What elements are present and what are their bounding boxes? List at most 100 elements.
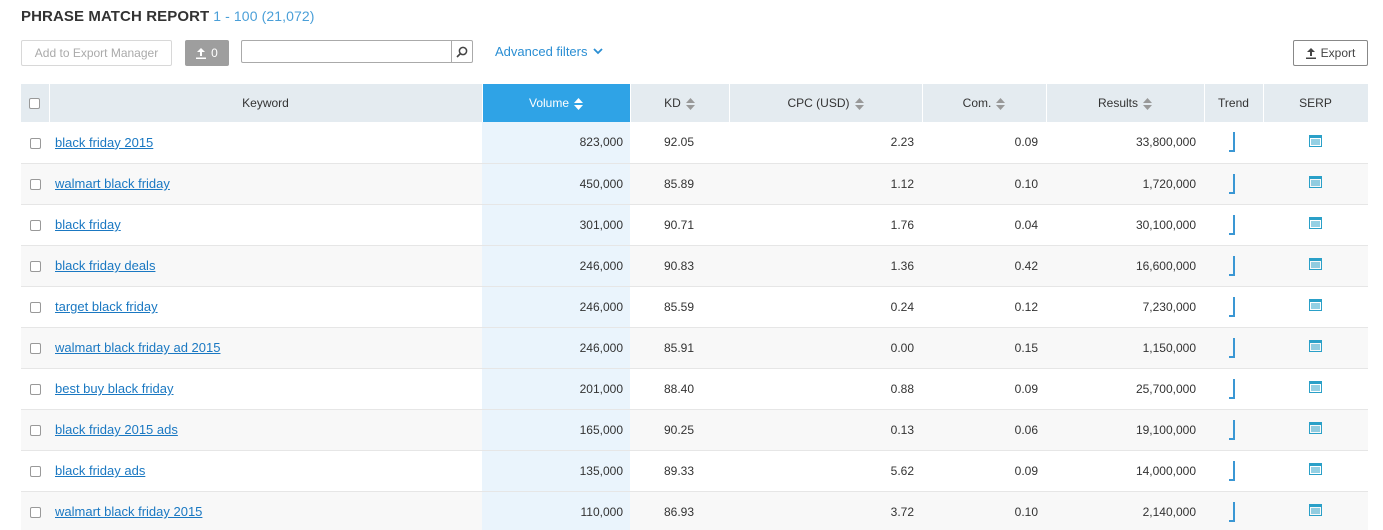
trend-sparkline-icon[interactable] xyxy=(1228,460,1239,481)
advanced-filters-label: Advanced filters xyxy=(495,44,588,59)
keyword-link[interactable]: walmart black friday 2015 xyxy=(55,504,203,519)
results-cell: 14,000,000 xyxy=(1046,450,1204,492)
row-select-cell xyxy=(21,368,49,410)
row-select-cell xyxy=(21,491,49,530)
table-row: walmart black friday 450,000 85.89 1.12 0.10… xyxy=(21,163,1368,205)
row-checkbox[interactable] xyxy=(29,342,41,354)
keyword-link[interactable]: walmart black friday xyxy=(55,176,170,191)
serp-list-icon[interactable] xyxy=(1309,463,1322,475)
row-select-cell xyxy=(21,122,49,164)
cpc-cell: 1.36 xyxy=(729,245,922,287)
serp-cell xyxy=(1263,163,1368,205)
keyword-link[interactable]: black friday 2015 xyxy=(55,134,154,150)
trend-sparkline-icon[interactable] xyxy=(1228,419,1239,440)
column-header-com[interactable]: Com. xyxy=(922,84,1047,122)
export-label: Export xyxy=(1320,46,1356,60)
row-checkbox[interactable] xyxy=(29,137,41,149)
keyword-link[interactable]: black friday 2015 ads xyxy=(55,422,178,437)
column-header-results[interactable]: Results xyxy=(1046,84,1205,122)
kd-cell: 90.71 xyxy=(630,204,729,246)
column-header-volume[interactable]: Volume xyxy=(482,84,631,122)
keyword-link[interactable]: black friday xyxy=(55,217,121,232)
serp-list-icon[interactable] xyxy=(1309,381,1322,393)
column-label: Keyword xyxy=(242,96,289,110)
column-label: SERP xyxy=(1299,96,1332,110)
search-button[interactable] xyxy=(451,41,472,62)
serp-list-icon[interactable] xyxy=(1309,504,1322,516)
trend-sparkline-icon[interactable] xyxy=(1228,255,1239,276)
column-label: CPC (USD) xyxy=(787,96,850,110)
row-checkbox[interactable] xyxy=(29,506,41,518)
export-count-button[interactable]: 0 xyxy=(185,40,229,66)
column-header-kd[interactable]: KD xyxy=(630,84,730,122)
keyword-cell: black friday 2015 xyxy=(49,122,482,164)
row-checkbox[interactable] xyxy=(29,383,41,395)
serp-cell xyxy=(1263,368,1368,410)
row-checkbox[interactable] xyxy=(29,424,41,436)
export-button[interactable]: Export xyxy=(1293,40,1368,66)
kd-cell: 90.83 xyxy=(630,245,729,287)
serp-list-icon[interactable] xyxy=(1309,422,1322,434)
keyword-link[interactable]: best buy black friday xyxy=(55,381,174,396)
sort-icon xyxy=(996,97,1006,110)
trend-sparkline-icon[interactable] xyxy=(1228,214,1239,235)
row-checkbox[interactable] xyxy=(29,219,41,231)
table-row: black friday 2015 ads 165,000 90.25 0.13 0.0… xyxy=(21,409,1368,451)
cpc-cell: 3.72 xyxy=(729,491,922,530)
row-select-cell xyxy=(21,327,49,369)
row-checkbox[interactable] xyxy=(29,260,41,272)
volume-cell: 165,000 xyxy=(482,409,630,451)
sort-icon xyxy=(685,97,695,110)
results-cell: 1,150,000 xyxy=(1046,327,1204,369)
trend-sparkline-icon[interactable] xyxy=(1228,173,1239,194)
volume-cell: 823,000 xyxy=(482,122,630,164)
trend-sparkline-icon[interactable] xyxy=(1228,378,1239,399)
serp-list-icon[interactable] xyxy=(1309,340,1322,352)
column-label: Volume xyxy=(528,96,570,110)
advanced-filters-toggle[interactable]: Advanced filters xyxy=(495,44,603,59)
row-checkbox[interactable] xyxy=(29,178,41,190)
volume-cell: 110,000 xyxy=(482,491,630,530)
row-checkbox[interactable] xyxy=(29,301,41,313)
com-cell: 0.09 xyxy=(922,122,1046,164)
serp-list-icon[interactable] xyxy=(1309,258,1322,270)
keyword-link[interactable]: black friday ads xyxy=(55,463,146,478)
serp-list-icon[interactable] xyxy=(1309,217,1322,229)
trend-sparkline-icon[interactable] xyxy=(1228,501,1239,522)
select-all-checkbox[interactable] xyxy=(29,98,41,110)
trend-sparkline-icon[interactable] xyxy=(1228,132,1239,153)
com-cell: 0.12 xyxy=(922,286,1046,328)
report-title: PHRASE MATCH REPORT 1 - 100 (21,072) xyxy=(21,8,315,25)
export-count-label: 0 xyxy=(211,46,218,60)
cpc-cell: 2.23 xyxy=(729,122,922,164)
serp-list-icon[interactable] xyxy=(1309,176,1322,188)
column-header-cpc[interactable]: CPC (USD) xyxy=(729,84,923,122)
keyword-link[interactable]: black friday deals xyxy=(55,258,156,273)
row-checkbox[interactable] xyxy=(29,465,41,477)
table-row: black friday 301,000 90.71 1.76 0.04 30,100,0… xyxy=(21,204,1368,246)
search-input[interactable] xyxy=(242,41,452,62)
table-row: black friday 2015 823,000 92.05 2.23 0.09 33,… xyxy=(21,122,1368,164)
keyword-link[interactable]: walmart black friday ad 2015 xyxy=(55,340,221,355)
serp-list-icon[interactable] xyxy=(1309,134,1322,147)
serp-list-icon[interactable] xyxy=(1309,299,1322,311)
column-label: Trend xyxy=(1218,96,1249,110)
results-cell: 19,100,000 xyxy=(1046,409,1204,451)
serp-cell xyxy=(1263,491,1368,530)
volume-cell: 246,000 xyxy=(482,286,630,328)
trend-sparkline-icon[interactable] xyxy=(1228,337,1239,358)
search-icon xyxy=(456,46,468,58)
trend-cell xyxy=(1204,450,1263,492)
keyword-link[interactable]: target black friday xyxy=(55,299,158,314)
trend-sparkline-icon[interactable] xyxy=(1228,296,1239,317)
keyword-table: Keyword Volume KD CPC (USD) Com. Results… xyxy=(21,84,1369,530)
keyword-cell: black friday xyxy=(49,204,482,246)
volume-cell: 301,000 xyxy=(482,204,630,246)
row-select-cell xyxy=(21,450,49,492)
kd-cell: 88.40 xyxy=(630,368,729,410)
trend-cell xyxy=(1204,163,1263,205)
table-row: best buy black friday 201,000 88.40 0.88 0.0… xyxy=(21,368,1368,410)
table-body: black friday 2015 823,000 92.05 2.23 0.09 33,… xyxy=(21,122,1368,530)
add-to-export-manager-button[interactable]: Add to Export Manager xyxy=(21,40,172,66)
column-header-keyword[interactable]: Keyword xyxy=(49,84,483,122)
